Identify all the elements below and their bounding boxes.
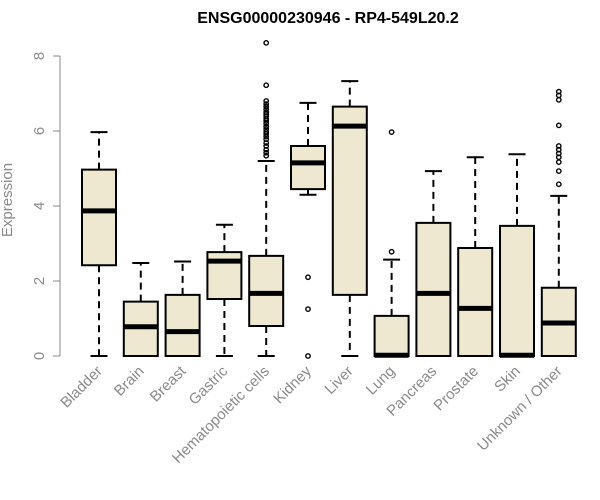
outlier-point	[263, 140, 270, 146]
chart-title: ENSG00000230946 - RP4-549L20.2	[197, 10, 459, 27]
outlier-point	[555, 96, 562, 103]
iqr-box	[499, 224, 535, 357]
outlier-point	[555, 92, 562, 99]
box-kidney	[290, 101, 326, 359]
outlier-point	[305, 306, 311, 313]
box-hematopoietic-cells	[248, 39, 285, 357]
x-category-label: Lung	[363, 363, 399, 399]
iqr-box	[81, 168, 117, 267]
outlier-point	[263, 146, 270, 153]
y-axis-label: Expression	[0, 163, 16, 237]
outlier-point	[388, 129, 395, 136]
outlier-point	[555, 168, 562, 175]
outlier-point	[263, 123, 270, 130]
iqr-box	[415, 221, 452, 357]
iqr-box	[457, 247, 494, 357]
y-tick-label: 8	[31, 52, 48, 60]
outlier-point	[263, 133, 270, 140]
box-skin	[499, 153, 535, 358]
outlier-point	[263, 152, 270, 159]
iqr-box	[373, 314, 410, 357]
y-tick-label: 6	[31, 127, 48, 135]
box-prostate	[457, 156, 494, 357]
box-breast	[164, 260, 201, 357]
boxes-group	[81, 39, 577, 359]
outlier-point	[263, 82, 270, 89]
box-lung	[373, 129, 410, 358]
iqr-box	[331, 105, 368, 296]
x-category-label: Kidney	[270, 362, 315, 407]
outlier-point	[555, 181, 562, 188]
box-pancreas	[415, 170, 452, 357]
outlier-point	[263, 149, 270, 156]
x-category-label: Breast	[147, 362, 190, 405]
outlier-point	[263, 103, 270, 110]
iqr-box	[164, 293, 201, 357]
outlier-point	[263, 98, 270, 104]
y-tick-label: 0	[31, 352, 48, 360]
y-tick-label: 2	[31, 277, 48, 285]
iqr-box	[290, 145, 326, 191]
outlier-point	[263, 39, 270, 46]
box-unknown-other	[540, 88, 577, 357]
box-bladder	[81, 131, 117, 357]
x-category-label: Prostate	[430, 363, 482, 415]
outlier-point	[555, 154, 562, 161]
outlier-point	[555, 122, 562, 129]
box-brain	[122, 262, 159, 357]
outlier-point	[263, 120, 270, 127]
y-tick-label: 4	[31, 202, 48, 210]
x-category-label: Liver	[322, 363, 357, 398]
outlier-point	[305, 353, 311, 359]
y-axis: 0 2 4 6 8	[31, 52, 61, 360]
outlier-point	[388, 248, 395, 255]
x-category-label: Skin	[491, 363, 524, 396]
outlier-point	[263, 131, 270, 137]
outlier-point	[263, 101, 270, 107]
outlier-point	[555, 159, 562, 166]
box-gastric	[206, 223, 243, 357]
x-category-label: Brain	[111, 363, 148, 400]
box-liver	[331, 80, 368, 357]
x-category-label: Bladder	[57, 363, 106, 412]
outlier-point	[305, 274, 311, 281]
outlier-point	[263, 117, 270, 124]
